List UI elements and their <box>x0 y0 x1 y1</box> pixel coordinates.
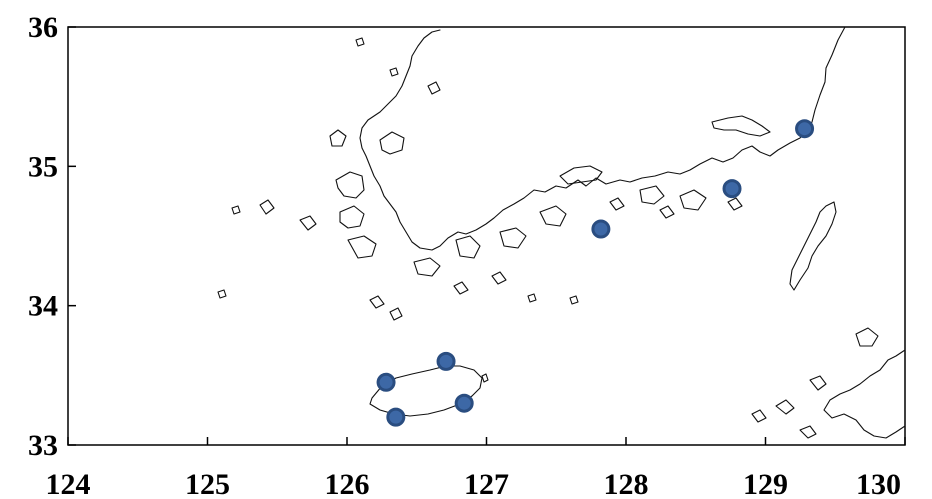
x-tick-label: 128 <box>604 468 649 499</box>
coast-island-19 <box>389 307 403 321</box>
coast-island-26 <box>727 197 743 211</box>
tsushima-island <box>789 201 837 291</box>
coast-island-13 <box>329 129 347 147</box>
y-tick-label: 36 <box>28 11 58 44</box>
x-tick-label: 129 <box>743 468 788 499</box>
coast-island-11 <box>679 189 707 211</box>
coast-island-25 <box>659 205 675 219</box>
y-tick-label: 33 <box>28 429 58 462</box>
korea-south-coastline <box>359 26 846 251</box>
kyushu-island-5 <box>799 425 817 439</box>
x-tick-label: 127 <box>464 468 509 499</box>
coast-island-16 <box>231 205 241 215</box>
coast-island-22 <box>491 271 507 285</box>
coast-island-10 <box>639 185 665 205</box>
coast-island-15 <box>259 199 275 215</box>
coast-island-21 <box>569 295 579 305</box>
station-marker <box>436 351 456 371</box>
coast-island-6 <box>413 257 441 277</box>
coast-island-12 <box>379 131 405 155</box>
kyushu-island-1 <box>855 327 879 347</box>
coast-island-24 <box>609 197 625 211</box>
coast-island-17 <box>217 289 227 299</box>
station-marker <box>386 407 406 427</box>
plot-frame <box>67 26 906 446</box>
jeju-islet <box>481 373 489 383</box>
coast-island-8 <box>499 227 527 249</box>
station-marker <box>795 119 815 139</box>
coast-island-3 <box>335 171 365 199</box>
kyushu-coast <box>823 349 906 439</box>
coast-bay-2 <box>559 165 603 185</box>
station-marker <box>722 179 742 199</box>
x-tick-label: 124 <box>46 468 91 499</box>
coast-island-27 <box>355 37 365 47</box>
coast-island-9 <box>539 205 567 227</box>
coast-island-23 <box>453 281 469 295</box>
x-tick-label: 126 <box>325 468 370 499</box>
coast-island-4 <box>339 205 365 229</box>
x-tick-label: 125 <box>185 468 230 499</box>
station-markers <box>376 119 815 427</box>
coast-island-29 <box>427 81 441 95</box>
coast-island-14 <box>299 215 317 231</box>
coast-island-7 <box>455 235 481 259</box>
y-tick-label: 34 <box>28 290 58 323</box>
kyushu-island-4 <box>751 409 767 423</box>
y-tick-label: 35 <box>28 150 58 183</box>
station-marker <box>454 393 474 413</box>
coast-island-20 <box>527 293 537 303</box>
axis-ticks: 124 125 126 127 128 129 130 36 35 34 33 <box>28 11 906 499</box>
coast-island-5 <box>347 235 377 259</box>
station-marker <box>591 219 611 239</box>
kyushu-island-3 <box>775 399 795 415</box>
x-tick-label: 130 <box>856 468 901 499</box>
coast-bay-1 <box>711 115 771 137</box>
coast-island-18 <box>369 295 385 309</box>
coast-island-28 <box>389 67 399 77</box>
station-marker <box>376 372 396 392</box>
kyushu-island-2 <box>809 375 827 391</box>
